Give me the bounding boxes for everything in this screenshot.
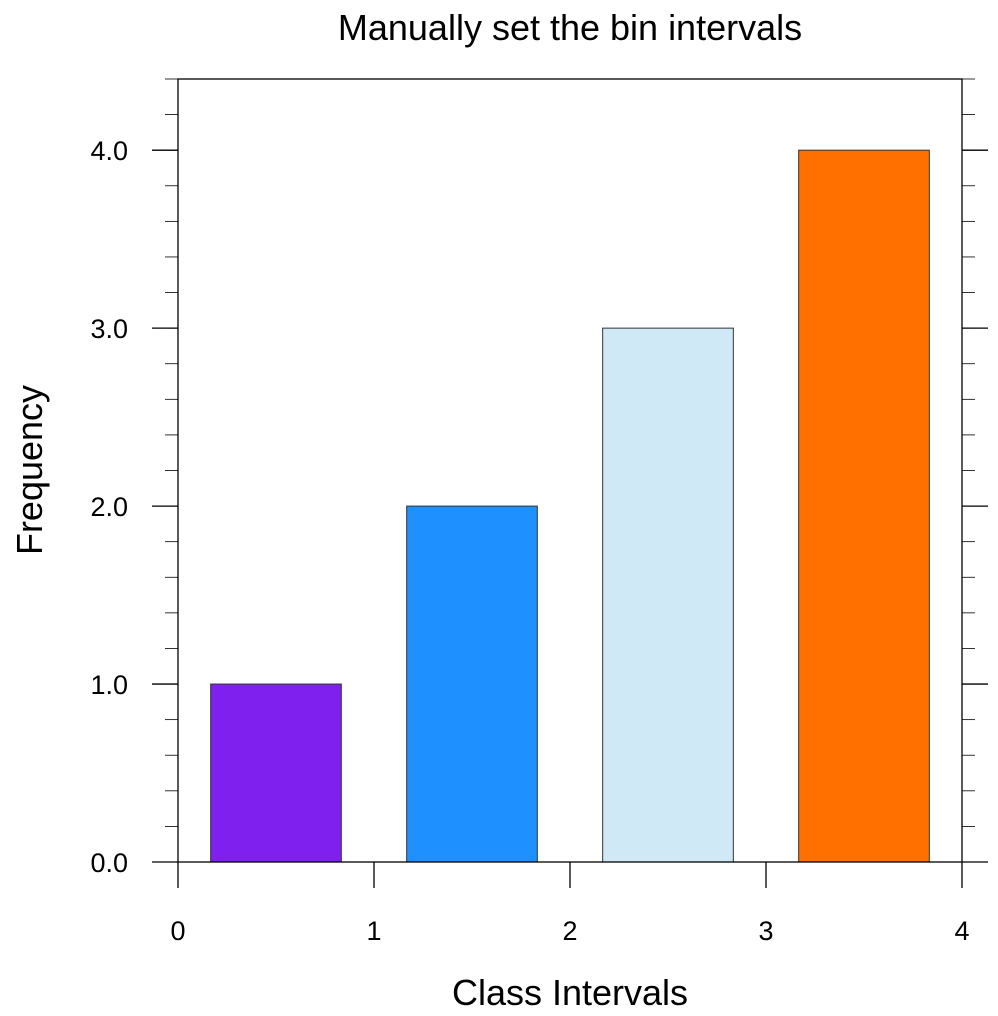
x-tick-label: 0 (170, 916, 185, 946)
y-tick-label: 0.0 (90, 848, 128, 878)
x-tick-label: 4 (954, 916, 969, 946)
bar-0 (210, 683, 342, 863)
y-tick-label: 1.0 (90, 670, 128, 700)
y-tick-label: 4.0 (90, 136, 128, 166)
x-tick-label: 1 (366, 916, 381, 946)
bar-3 (798, 149, 930, 863)
y-axis-title: Frequency (9, 385, 50, 555)
bar-2 (602, 327, 734, 863)
bar-1 (406, 505, 538, 863)
x-tick-label: 2 (562, 916, 577, 946)
x-axis-title: Class Intervals (452, 972, 688, 1013)
chart-title: Manually set the bin intervals (338, 7, 802, 48)
y-tick-label: 3.0 (90, 314, 128, 344)
y-tick-label: 2.0 (90, 492, 128, 522)
x-tick-label: 3 (758, 916, 773, 946)
